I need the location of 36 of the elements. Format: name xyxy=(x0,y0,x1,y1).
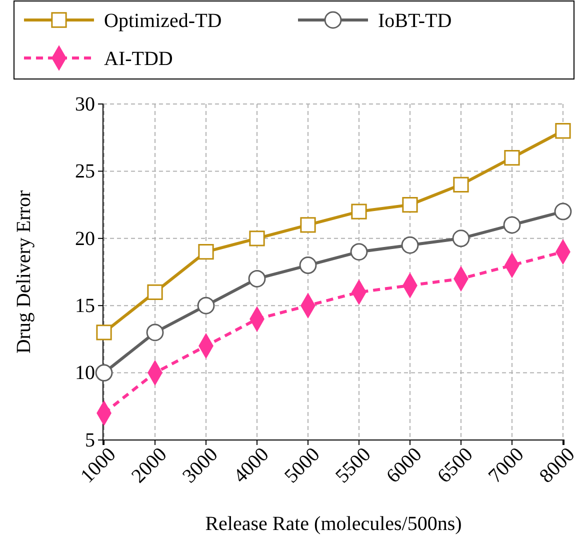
x-tick-label: 6000 xyxy=(382,444,426,488)
point xyxy=(95,364,113,382)
point xyxy=(453,176,469,192)
x-tick-label: 8000 xyxy=(535,444,580,488)
point xyxy=(504,150,520,166)
point xyxy=(554,202,572,220)
point xyxy=(555,123,571,139)
x-tick-label: 4000 xyxy=(229,444,274,488)
legend-label: AI-TDD xyxy=(104,48,173,70)
point xyxy=(146,324,164,342)
point xyxy=(402,196,418,213)
x-tick-label: 6500 xyxy=(433,444,478,488)
legend-label: IoBT-TD xyxy=(378,10,452,32)
point xyxy=(249,230,265,246)
point xyxy=(351,204,367,220)
point xyxy=(401,236,419,254)
point xyxy=(299,256,317,274)
y-tick-label: 10 xyxy=(75,362,95,384)
x-tick-label: 7000 xyxy=(484,444,528,488)
point xyxy=(147,284,163,300)
point xyxy=(198,244,214,260)
y-tick-label: 25 xyxy=(75,160,95,183)
legend-label: Optimized-TD xyxy=(104,10,222,32)
point xyxy=(248,270,266,288)
y-tick-label: 15 xyxy=(75,295,95,317)
point xyxy=(350,243,368,261)
y-tick-label: 5 xyxy=(85,429,95,452)
y-tick-label: 30 xyxy=(75,93,95,116)
point xyxy=(300,217,316,233)
point xyxy=(503,216,521,234)
point xyxy=(96,324,112,340)
y-tick-label: 20 xyxy=(75,228,95,250)
y-axis-title: Drug Delivery Error xyxy=(13,190,35,354)
point xyxy=(197,296,215,314)
x-axis-title: Release Rate (molecules/500ns) xyxy=(205,513,462,535)
point xyxy=(452,230,470,248)
